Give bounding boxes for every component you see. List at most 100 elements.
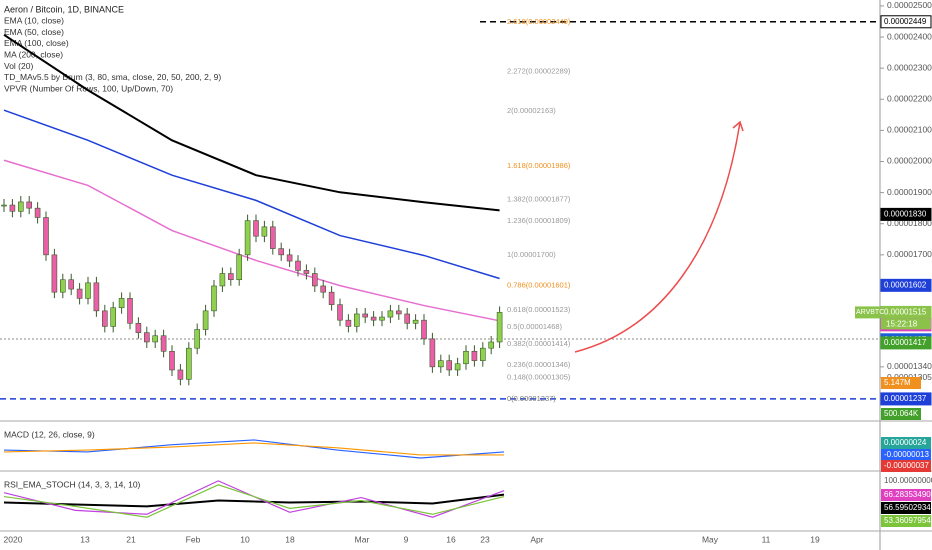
- indicator-line: [3, 493, 505, 508]
- price-tag: [880, 15, 932, 29]
- y-tick-label: 0.00002200: [887, 94, 932, 104]
- pane-tag: [881, 502, 931, 514]
- price-tag: [880, 207, 932, 221]
- candle: [387, 310, 394, 318]
- legend-item: TD_MAv5.5 by Brum (3, 80, sma, close, 20…: [4, 72, 221, 82]
- price-tag-label: 0.00001830: [884, 209, 927, 218]
- price-tag-label: 0.00001602: [884, 280, 927, 289]
- legend-item: Vol (20): [4, 61, 33, 71]
- candle: [269, 226, 276, 249]
- pane-tag: [881, 437, 931, 449]
- pane-tag: [881, 489, 931, 501]
- legend-item: VPVR (Number Of Rows, 100, Up/Down, 70): [4, 83, 173, 93]
- candle: [211, 285, 217, 312]
- y-tick-label: 0.00002000: [887, 156, 932, 166]
- x-tick-label: May: [702, 534, 719, 544]
- countdown-bg: [881, 318, 931, 330]
- candle: [9, 204, 16, 212]
- candle: [160, 335, 167, 352]
- y-tick-label: 0.00001800: [887, 218, 932, 228]
- x-tick-label: 23: [480, 534, 490, 544]
- candle: [219, 273, 226, 287]
- candle: [202, 310, 209, 330]
- candle: [463, 351, 469, 365]
- candle: [404, 313, 411, 324]
- candle: [68, 279, 74, 290]
- arrow-head: [732, 120, 744, 132]
- volume-tag-bg: [881, 377, 921, 389]
- candle: [177, 369, 184, 380]
- price-tag: [880, 336, 932, 350]
- candle: [379, 316, 385, 321]
- fib-label: 0.786(0.00001601): [507, 281, 571, 290]
- candle: [93, 282, 100, 312]
- candle: [144, 332, 150, 343]
- candle: [26, 201, 33, 209]
- fib-label: 2.272(0.00002289): [507, 67, 571, 76]
- pane-tag-label: 53.36097954: [884, 516, 931, 525]
- candle: [345, 319, 352, 327]
- candle: [286, 254, 293, 262]
- candle: [471, 351, 478, 361]
- indicator-line: [3, 439, 505, 459]
- x-tick-label: Apr: [530, 534, 543, 544]
- candle: [311, 273, 318, 287]
- legend-item: EMA (50, close): [4, 27, 64, 37]
- fib-label: 1.618(0.00001986): [507, 161, 571, 170]
- x-tick-label: 11: [762, 534, 771, 544]
- candle: [479, 347, 486, 361]
- candle: [261, 226, 268, 237]
- x-tick-label: 13: [80, 534, 90, 544]
- candle: [496, 312, 503, 343]
- candle: [446, 360, 453, 371]
- price-tag: [880, 392, 932, 406]
- volume-tag: 5.147M: [884, 378, 911, 387]
- fib-label: 0.148(0.00001305): [507, 373, 571, 382]
- fib-label: 1(0.00001700): [507, 250, 556, 259]
- x-tick-label: 9: [404, 534, 409, 544]
- volume-tag: 500.064K: [884, 409, 919, 418]
- fib-label: 0.382(0.00001414): [507, 339, 571, 348]
- candle: [353, 313, 360, 327]
- candle: [118, 298, 125, 309]
- fib-label: 2(0.00002163): [507, 106, 556, 115]
- y-tick-label: 0.00002500: [887, 0, 932, 10]
- candle: [169, 351, 175, 371]
- candle: [429, 338, 436, 368]
- candle: [43, 217, 49, 256]
- fib-label: 0.618(0.00001523): [507, 305, 571, 314]
- candle: [34, 207, 41, 218]
- price-tag-label: 0.00001515: [884, 308, 927, 317]
- indicator-line: [3, 442, 504, 456]
- price-tag: [880, 278, 932, 292]
- pane-title: MACD (12, 26, close, 9): [4, 429, 95, 439]
- candle: [295, 260, 301, 271]
- y-tick-label: 0.00002300: [887, 62, 932, 72]
- fib-label: 1.236(0.00001809): [507, 216, 571, 225]
- x-tick-label: 10: [240, 534, 250, 544]
- candle: [337, 304, 343, 321]
- candle: [488, 341, 495, 349]
- fib-label: 0.236(0.00001346): [507, 360, 571, 369]
- pane-tag: [881, 515, 931, 527]
- candle: [76, 288, 83, 299]
- pane-tag-label: 0.00000024: [884, 438, 927, 447]
- fib-label: 0.5(0.00001468): [507, 322, 563, 331]
- pane-tag-label: 56.59502934: [884, 503, 931, 512]
- pane-tag-label: 100.00000000: [884, 476, 932, 485]
- pane-tag-label: -0.00000037: [884, 461, 929, 470]
- candle: [362, 313, 369, 318]
- candle: [127, 298, 133, 324]
- x-tick-label: 18: [285, 534, 295, 544]
- volume-tag-bg: [881, 408, 921, 420]
- symbol-tag: ARVBTC: [856, 309, 884, 316]
- symbol-tag-bg: [855, 306, 880, 319]
- candle: [320, 285, 327, 293]
- candle: [186, 347, 192, 380]
- candle: [152, 335, 158, 343]
- candle: [102, 310, 108, 327]
- candle: [236, 254, 242, 281]
- legend-item: EMA (100, close): [4, 38, 69, 48]
